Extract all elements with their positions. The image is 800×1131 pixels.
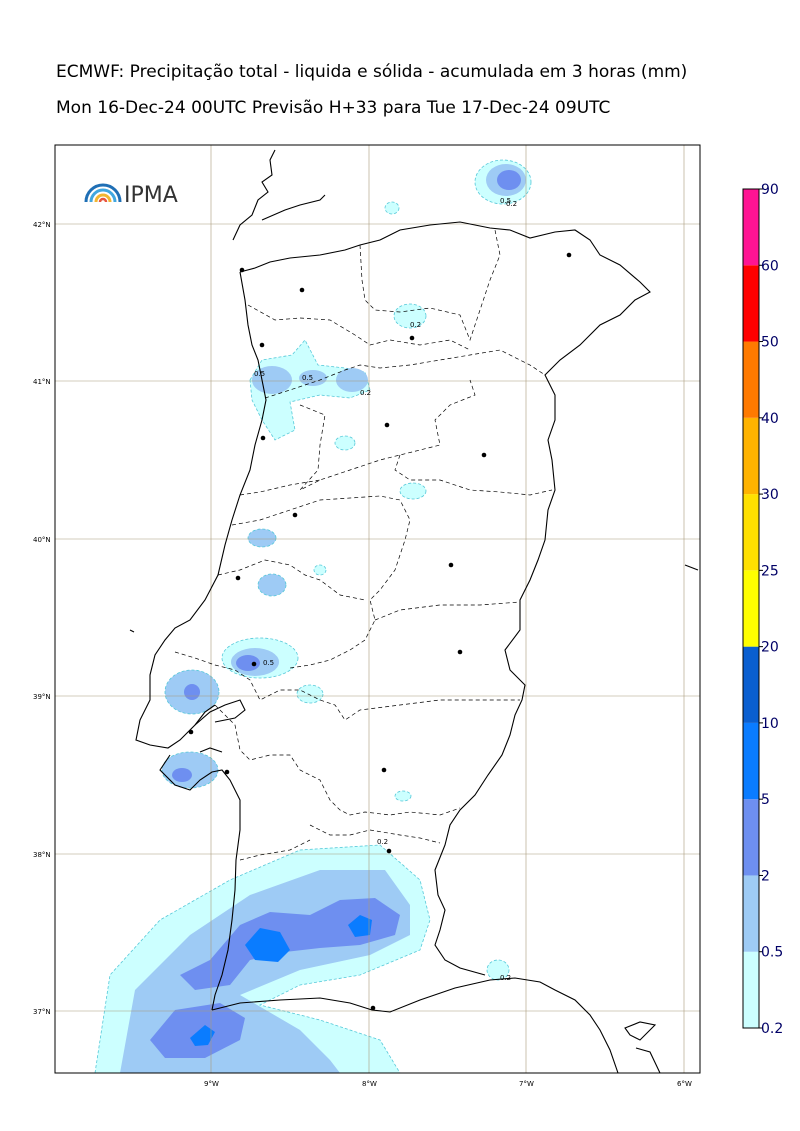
precip-porto-area	[249, 201, 427, 500]
lat-label: 37°N	[33, 1008, 51, 1016]
lon-tick-labels: 9°W 8°W 7°W 6°W	[204, 1080, 692, 1088]
colorbar-band	[743, 494, 759, 571]
colorbar-label: 30	[761, 487, 779, 503]
colorbar-label: 10	[761, 716, 779, 732]
precip-south-area	[94, 844, 431, 1073]
colorbar-label: 60	[761, 258, 779, 274]
colorbar-frame	[742, 188, 760, 1029]
precip-lisbon-area	[161, 528, 327, 789]
lat-label: 41°N	[33, 378, 51, 386]
lon-label: 9°W	[204, 1080, 219, 1088]
colorbar-band	[743, 951, 759, 1028]
lon-label: 8°W	[362, 1080, 377, 1088]
logo-text: IPMA	[124, 183, 178, 208]
lat-label: 40°N	[33, 536, 51, 544]
lat-label: 42°N	[33, 221, 51, 229]
contour-labels: 0.2 0.5 0.2 0.5 0.2 0.5 0.5 0.2 0.2	[254, 197, 517, 982]
colorbar-label: 50	[761, 335, 779, 351]
lon-label: 7°W	[519, 1080, 534, 1088]
lat-tick-labels: 42°N 41°N 40°N 39°N 38°N 37°N	[33, 221, 51, 1016]
lat-label: 39°N	[33, 693, 51, 701]
contour-label: 0.5	[263, 659, 274, 667]
colorbar-label: 0.2	[761, 1021, 783, 1037]
lon-label: 6°W	[677, 1080, 692, 1088]
contour-label: 0.2	[500, 974, 511, 982]
contour-label: 0.2	[377, 838, 388, 846]
rainbow-arcs-icon	[84, 183, 122, 203]
colorbar-band	[743, 646, 759, 723]
precipitation-field	[94, 159, 532, 1073]
colorbar-label: 2	[761, 868, 770, 884]
colorbar-band	[743, 722, 759, 800]
colorbar-label: 0.5	[761, 945, 783, 961]
contour-label: 0.2	[360, 389, 371, 397]
colorbar-band	[743, 875, 759, 952]
colorbar-band	[743, 341, 759, 418]
map-border	[54, 144, 701, 1074]
contour-label: 0.5	[254, 370, 265, 378]
contour-label: 0.2	[410, 321, 421, 329]
colorbar-label: 40	[761, 411, 779, 427]
contour-label: 0.2	[506, 200, 517, 208]
colorbar-label: 20	[761, 640, 779, 656]
precip-galicia-cell	[474, 159, 532, 205]
ipma-logo: IPMA	[84, 183, 178, 208]
colorbar-band	[743, 570, 759, 647]
lat-label: 38°N	[33, 851, 51, 859]
colorbar-band	[743, 417, 759, 495]
coastline	[129, 149, 699, 1073]
map-subtitle: Mon 16-Dec-24 00UTC Previsão H+33 para T…	[56, 98, 611, 118]
colorbar-band	[743, 799, 759, 876]
map-title: ECMWF: Precipitação total - liquida e só…	[56, 62, 688, 82]
colorbar-label: 5	[761, 792, 770, 808]
contour-label: 0.5	[500, 197, 511, 205]
colorbar-label: 90	[761, 182, 779, 198]
colorbar-label: 25	[761, 563, 779, 579]
city-markers	[188, 252, 572, 1011]
colorbar-band	[743, 265, 759, 342]
colorbar-band	[743, 189, 759, 266]
district-boundaries	[174, 229, 553, 861]
contour-label: 0.5	[302, 374, 313, 382]
